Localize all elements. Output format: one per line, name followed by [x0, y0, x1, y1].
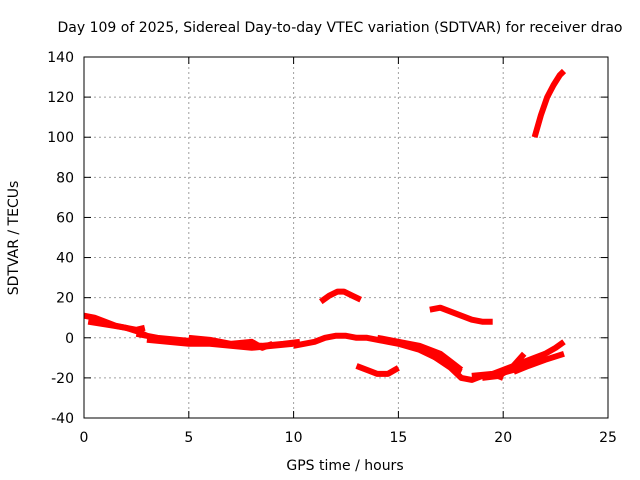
- y-axis-label: SDTVAR / TECUs: [6, 181, 22, 296]
- series-arc-12: [429, 304, 493, 325]
- chart-title: Day 109 of 2025, Sidereal Day-to-day VTE…: [57, 20, 622, 36]
- x-axis-label: GPS time / hours: [286, 458, 403, 474]
- series-arc-9: [376, 334, 464, 373]
- y-tick-label: 60: [56, 210, 74, 226]
- y-tick-label: 80: [56, 170, 74, 186]
- y-tick-label: -40: [51, 411, 74, 427]
- x-tick-label: 0: [80, 430, 89, 446]
- x-tick-label: 25: [599, 430, 617, 446]
- y-tick-label: -20: [51, 371, 74, 387]
- data-series: [83, 68, 567, 383]
- x-tick-label: 10: [285, 430, 303, 446]
- series-arc-7: [319, 288, 362, 305]
- series-arc-16: [512, 350, 565, 375]
- y-tick-label: 40: [56, 251, 74, 267]
- series-arc-8: [355, 363, 400, 377]
- y-tick-label: 120: [47, 90, 74, 106]
- axis-ticks: 0 5 10 15 20 25 -40 -20 0 20 40 60 80 100 120 140: [47, 50, 617, 446]
- y-tick-label: 0: [65, 331, 74, 347]
- x-tick-label: 15: [389, 430, 407, 446]
- y-tick-label: 140: [47, 50, 74, 66]
- y-tick-label: 20: [56, 291, 74, 307]
- plot-frame: [83, 56, 609, 419]
- y-tick-label: 100: [47, 130, 74, 146]
- series-arc-17: [531, 68, 567, 139]
- series-arc-5: [188, 334, 274, 351]
- x-tick-label: 5: [184, 430, 193, 446]
- grid-lines: [84, 57, 608, 418]
- x-tick-label: 20: [494, 430, 512, 446]
